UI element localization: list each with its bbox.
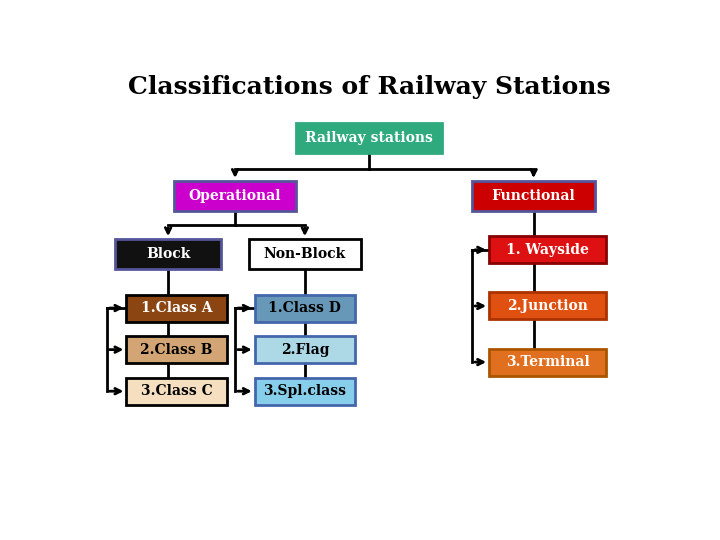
Text: 2.Junction: 2.Junction — [507, 299, 588, 313]
Text: 3.Spl.class: 3.Spl.class — [264, 384, 346, 398]
Text: 3.Terminal: 3.Terminal — [505, 355, 590, 369]
FancyBboxPatch shape — [489, 349, 606, 376]
Text: 2.Class B: 2.Class B — [140, 342, 212, 356]
FancyBboxPatch shape — [126, 336, 227, 363]
Text: 2.Flag: 2.Flag — [281, 342, 329, 356]
FancyBboxPatch shape — [255, 294, 355, 321]
FancyBboxPatch shape — [174, 181, 297, 211]
FancyBboxPatch shape — [249, 239, 361, 269]
FancyBboxPatch shape — [255, 377, 355, 404]
Text: 1.Class D: 1.Class D — [269, 301, 341, 315]
FancyBboxPatch shape — [126, 294, 227, 321]
FancyBboxPatch shape — [115, 239, 221, 269]
FancyBboxPatch shape — [472, 181, 595, 211]
FancyBboxPatch shape — [489, 293, 606, 320]
FancyBboxPatch shape — [489, 237, 606, 264]
FancyBboxPatch shape — [255, 336, 355, 363]
Text: Non-Block: Non-Block — [264, 247, 346, 261]
FancyBboxPatch shape — [126, 377, 227, 404]
Text: Functional: Functional — [492, 189, 575, 203]
FancyBboxPatch shape — [297, 123, 441, 152]
Text: Block: Block — [146, 247, 190, 261]
Text: 1.Class A: 1.Class A — [140, 301, 212, 315]
Text: Railway stations: Railway stations — [305, 131, 433, 145]
Text: Operational: Operational — [189, 189, 282, 203]
Text: 3.Class C: 3.Class C — [140, 384, 212, 398]
Text: Classifications of Railway Stations: Classifications of Railway Stations — [127, 75, 611, 99]
Text: 1. Wayside: 1. Wayside — [506, 243, 589, 257]
